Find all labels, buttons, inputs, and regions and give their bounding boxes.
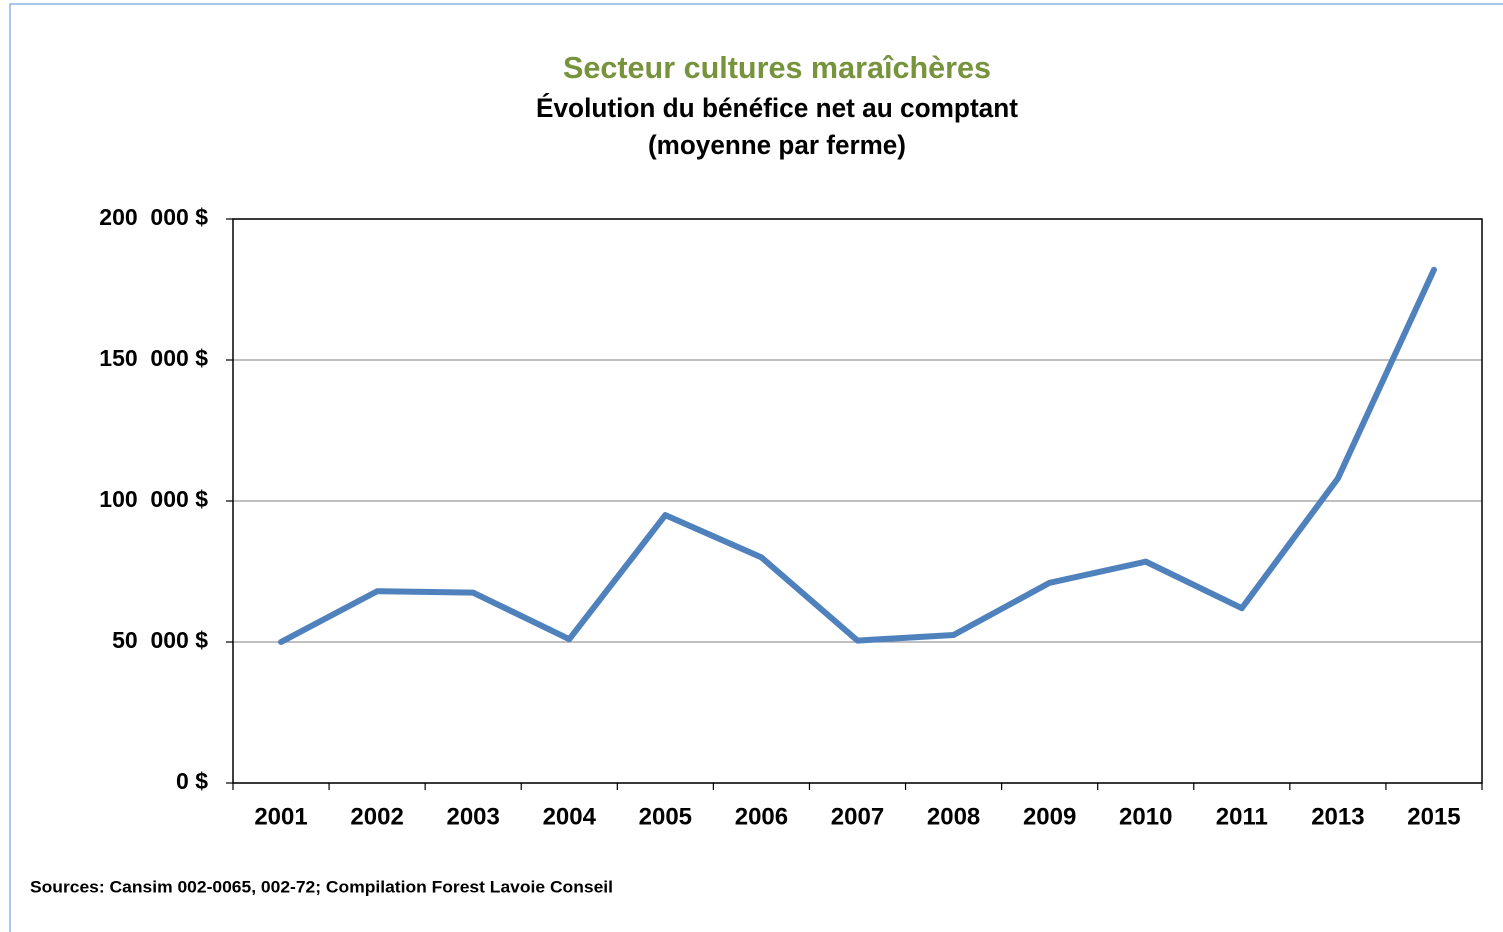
x-tick-label: 2008: [927, 803, 980, 830]
x-tick-label: 2009: [1023, 803, 1076, 830]
frame: [9, 3, 1503, 932]
plot-area: [232, 218, 1483, 784]
x-tick-label: 2015: [1407, 803, 1460, 830]
x-tick-label: 2011: [1216, 803, 1268, 830]
y-tick-label: 50 000 $: [112, 627, 208, 653]
x-tick-label: 2003: [446, 803, 499, 830]
x-tick-label: 2013: [1311, 803, 1364, 830]
x-tick-label: 2007: [831, 803, 884, 830]
data-line: [278, 266, 1437, 645]
y-tick-label: 0 $: [176, 768, 208, 794]
y-tick-label: 100 000 $: [99, 486, 208, 512]
chart-title: Secteur cultures maraîchères: [563, 50, 991, 85]
x-tick-label: 2004: [543, 803, 597, 830]
chart-subtitle: Évolution du bénéfice net au comptant: [536, 92, 1018, 123]
x-tick-label: 2005: [639, 803, 692, 830]
chart-subtitle: (moyenne par ferme): [648, 130, 906, 160]
y-tick-label: 200 000 $: [99, 204, 208, 230]
x-tick-label: 2010: [1119, 803, 1172, 830]
x-tick-label: 2001: [254, 803, 307, 830]
y-tick-label: 150 000 $: [99, 345, 208, 371]
x-tick-label: 2002: [350, 803, 403, 830]
x-tick-label: 2006: [735, 803, 788, 830]
source-note: Sources: Cansim 002-0065, 002-72; Compil…: [30, 877, 613, 896]
